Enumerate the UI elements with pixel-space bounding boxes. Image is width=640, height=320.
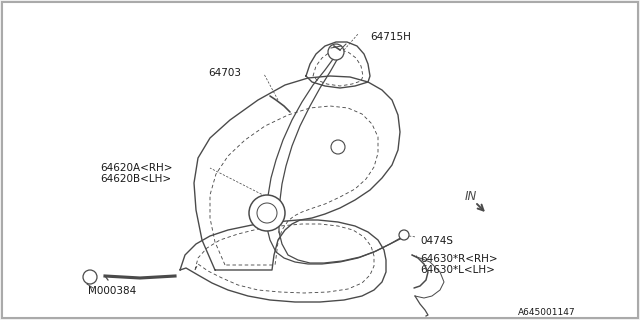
- Text: 64703: 64703: [208, 68, 241, 78]
- Text: 64630*L<LH>: 64630*L<LH>: [420, 265, 495, 275]
- Text: 64715H: 64715H: [370, 32, 411, 42]
- Circle shape: [257, 203, 277, 223]
- Circle shape: [249, 195, 285, 231]
- Circle shape: [328, 44, 344, 60]
- Text: 64620A<RH>: 64620A<RH>: [100, 163, 173, 173]
- Circle shape: [399, 230, 409, 240]
- Circle shape: [331, 140, 345, 154]
- Text: 64620B<LH>: 64620B<LH>: [100, 174, 171, 184]
- Text: M000384: M000384: [88, 286, 136, 296]
- Text: 64630*R<RH>: 64630*R<RH>: [420, 254, 498, 264]
- Circle shape: [83, 270, 97, 284]
- Text: A645001147: A645001147: [518, 308, 575, 317]
- Text: 0474S: 0474S: [420, 236, 453, 246]
- Text: IN: IN: [465, 189, 477, 203]
